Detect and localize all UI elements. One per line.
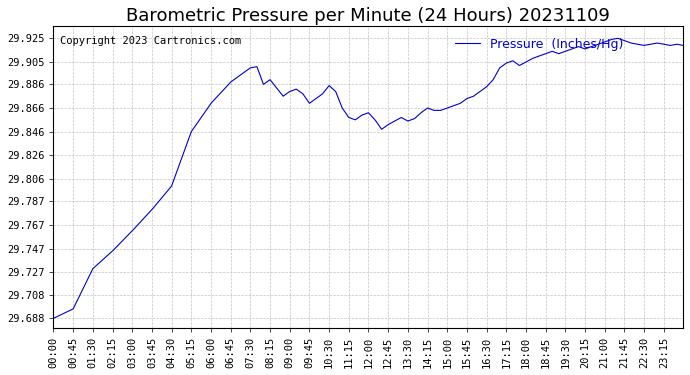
Pressure  (Inches/Hg) [174, 166, 182, 170]
Pressure  (Inches/Hg) [189, 126, 197, 131]
Title: Barometric Pressure per Minute (24 Hours) 20231109: Barometric Pressure per Minute (24 Hours… [126, 7, 610, 25]
Pressure  (Inches/Hg) [549, 49, 557, 54]
Pressure  (Inches/Hg) [613, 36, 622, 40]
Pressure  (Inches/Hg) [259, 82, 268, 86]
Line: Pressure  (Inches/Hg): Pressure (Inches/Hg) [53, 38, 683, 318]
Text: Copyright 2023 Cartronics.com: Copyright 2023 Cartronics.com [60, 36, 241, 45]
Pressure  (Inches/Hg) [604, 38, 613, 43]
Pressure  (Inches/Hg) [49, 316, 57, 321]
Legend: Pressure  (Inches/Hg): Pressure (Inches/Hg) [450, 33, 629, 56]
Pressure  (Inches/Hg) [466, 95, 475, 99]
Pressure  (Inches/Hg) [679, 43, 687, 48]
